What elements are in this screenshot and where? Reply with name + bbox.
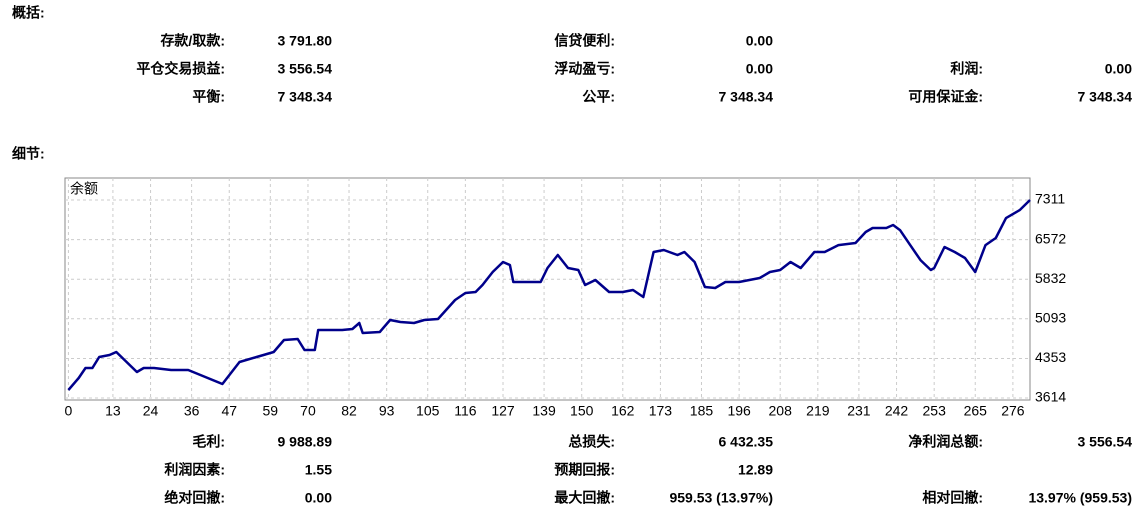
- x-tick-label: 116: [454, 403, 477, 419]
- x-tick-label: 150: [570, 403, 594, 419]
- field-label: 毛利:: [192, 434, 225, 450]
- field-label: 平衡:: [192, 89, 225, 105]
- field-value: 3 791.80: [278, 33, 333, 49]
- y-tick-label: 3614: [1035, 389, 1066, 405]
- details-title: 细节:: [12, 146, 45, 162]
- x-tick-label: 0: [65, 403, 73, 419]
- field-value: 7 348.34: [1078, 89, 1133, 105]
- x-tick-label: 13: [105, 403, 121, 419]
- x-tick-label: 173: [649, 403, 673, 419]
- x-tick-label: 47: [221, 403, 237, 419]
- field-label: 相对回撤:: [922, 490, 983, 506]
- x-tick-label: 139: [532, 403, 556, 419]
- field-label: 净利润总额:: [908, 434, 983, 450]
- x-tick-label: 93: [379, 403, 395, 419]
- x-tick-label: 59: [263, 403, 279, 419]
- y-tick-label: 5832: [1035, 270, 1066, 286]
- x-tick-label: 24: [143, 403, 159, 419]
- field-label: 利润:: [950, 61, 983, 77]
- x-tick-label: 242: [885, 403, 909, 419]
- y-tick-label: 4353: [1035, 349, 1066, 365]
- y-tick-label: 6572: [1035, 230, 1066, 246]
- field-value: 9 988.89: [278, 434, 333, 450]
- field-label: 浮动盈亏:: [554, 61, 615, 77]
- y-tick-label: 7311: [1035, 191, 1065, 207]
- x-tick-label: 196: [727, 403, 751, 419]
- x-tick-label: 127: [491, 403, 515, 419]
- field-label: 存款/取款:: [160, 33, 225, 49]
- field-value: 7 348.34: [719, 89, 774, 105]
- field-value: 12.89: [738, 462, 773, 478]
- field-label: 利润因素:: [164, 462, 225, 478]
- x-tick-label: 231: [847, 403, 871, 419]
- chart-title: 余额: [70, 181, 98, 197]
- balance-line: [67, 199, 1031, 391]
- field-label: 平仓交易损益:: [136, 61, 225, 77]
- field-label: 公平:: [582, 89, 615, 105]
- field-label: 可用保证金:: [908, 89, 983, 105]
- field-value: 13.97% (959.53): [1028, 490, 1132, 506]
- field-label: 信贷便利:: [554, 33, 615, 49]
- x-tick-label: 208: [769, 403, 793, 419]
- field-value: 7 348.34: [278, 89, 333, 105]
- field-value: 3 556.54: [1078, 434, 1133, 450]
- field-label: 预期回报:: [554, 462, 615, 478]
- plot-area: [64, 177, 1031, 401]
- field-label: 最大回撤:: [554, 490, 615, 506]
- x-tick-label: 276: [1001, 403, 1025, 419]
- y-tick-label: 5093: [1035, 310, 1066, 326]
- field-value: 1.55: [305, 462, 332, 478]
- field-value: 6 432.35: [719, 434, 774, 450]
- x-tick-label: 162: [611, 403, 635, 419]
- field-label: 总损失:: [568, 434, 615, 450]
- field-value: 3 556.54: [278, 61, 333, 77]
- field-value: 0.00: [305, 490, 332, 506]
- x-tick-label: 105: [416, 403, 440, 419]
- field-value: 0.00: [1105, 61, 1132, 77]
- x-tick-label: 253: [923, 403, 947, 419]
- x-tick-label: 36: [184, 403, 200, 419]
- field-value: 959.53 (13.97%): [669, 490, 773, 506]
- summary-title: 概括:: [12, 5, 45, 21]
- field-value: 0.00: [746, 33, 773, 49]
- field-label: 绝对回撤:: [164, 490, 225, 506]
- x-tick-label: 265: [964, 403, 988, 419]
- field-value: 0.00: [746, 61, 773, 77]
- x-tick-label: 185: [690, 403, 714, 419]
- x-tick-label: 70: [300, 403, 316, 419]
- x-tick-label: 219: [806, 403, 830, 419]
- x-tick-label: 82: [341, 403, 357, 419]
